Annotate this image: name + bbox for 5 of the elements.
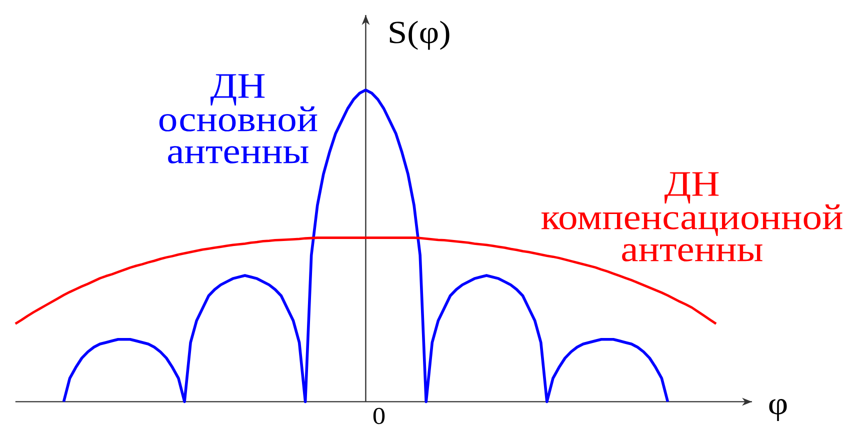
- x-axis-title: φ: [769, 399, 787, 421]
- series-label: ДН компенсационной антенны: [541, 172, 842, 262]
- series-label: ДН основной антенны: [159, 74, 318, 164]
- y-axis-title: S(φ): [390, 20, 450, 50]
- text: 0: [373, 408, 385, 424]
